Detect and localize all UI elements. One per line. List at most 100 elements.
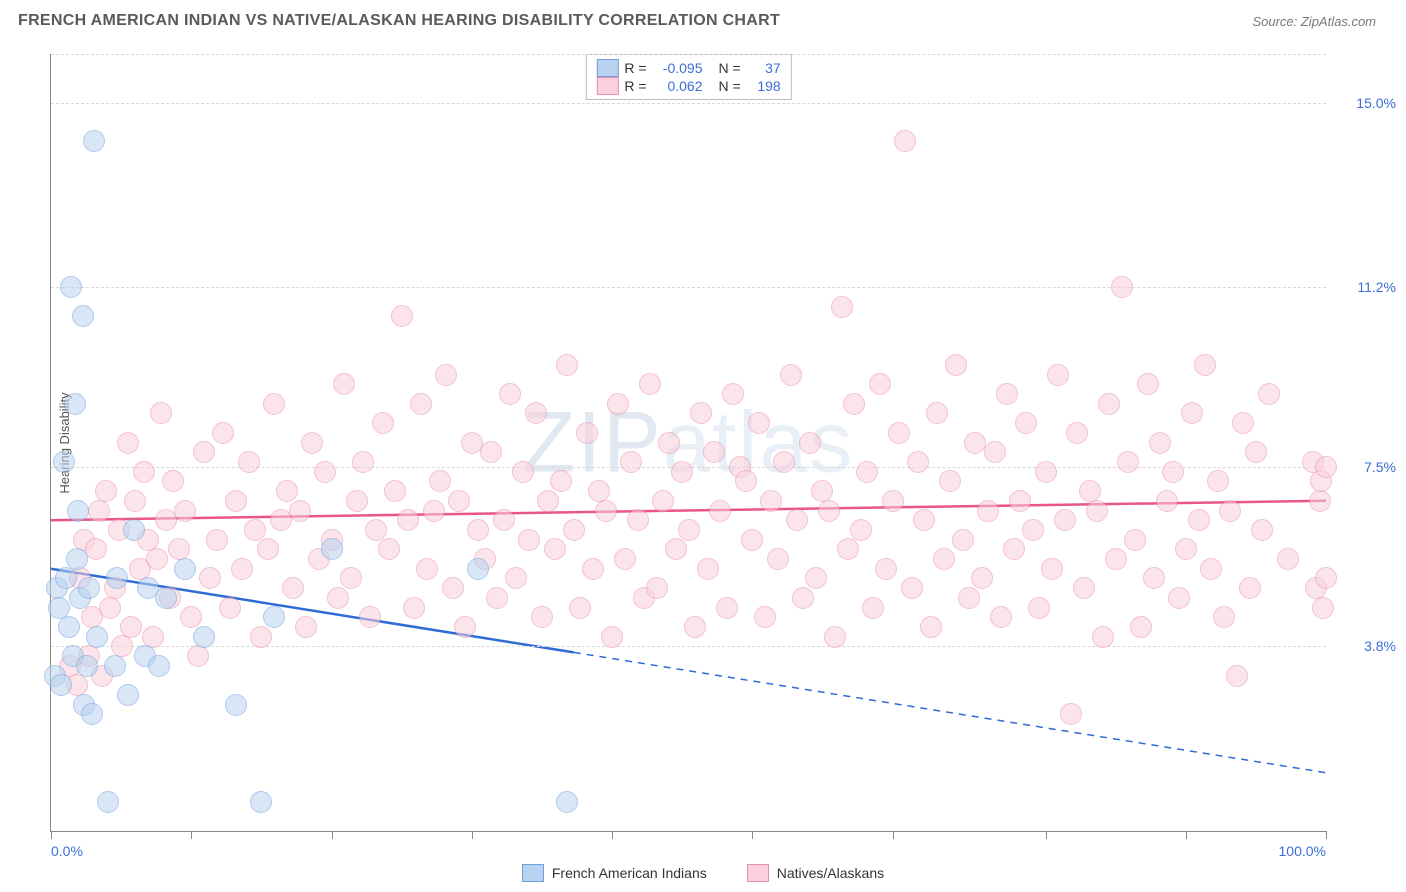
y-tick-label: 7.5% <box>1336 459 1396 475</box>
scatter-point-pink <box>263 393 285 415</box>
scatter-point-pink <box>219 597 241 619</box>
legend-swatch-icon <box>747 864 769 882</box>
scatter-point-pink <box>1003 538 1025 560</box>
scatter-point-pink <box>403 597 425 619</box>
scatter-point-pink <box>620 451 642 473</box>
scatter-point-pink <box>818 500 840 522</box>
chart-title: FRENCH AMERICAN INDIAN VS NATIVE/ALASKAN… <box>18 12 780 30</box>
scatter-point-pink <box>748 412 770 434</box>
scatter-point-pink <box>697 558 719 580</box>
scatter-point-pink <box>505 567 527 589</box>
scatter-point-pink <box>971 567 993 589</box>
x-tick <box>893 831 894 839</box>
scatter-point-pink <box>531 606 553 628</box>
scatter-point-pink <box>1219 500 1241 522</box>
legend-swatch-icon <box>522 864 544 882</box>
stat-r-value: 0.062 <box>655 78 703 94</box>
scatter-point-pink <box>601 626 623 648</box>
scatter-point-pink <box>1162 461 1184 483</box>
scatter-point-blue <box>225 694 247 716</box>
scatter-point-pink <box>556 354 578 376</box>
scatter-point-pink <box>990 606 1012 628</box>
scatter-point-pink <box>595 500 617 522</box>
scatter-point-pink <box>1047 364 1069 386</box>
scatter-point-pink <box>480 441 502 463</box>
scatter-point-pink <box>614 548 636 570</box>
scatter-point-pink <box>658 432 680 454</box>
scatter-point-pink <box>709 500 731 522</box>
scatter-point-pink <box>124 490 146 512</box>
scatter-point-pink <box>1258 383 1280 405</box>
scatter-point-blue <box>67 500 89 522</box>
scatter-point-pink <box>467 519 489 541</box>
scatter-point-pink <box>1073 577 1095 599</box>
scatter-point-pink <box>1200 558 1222 580</box>
scatter-point-pink <box>639 373 661 395</box>
scatter-point-blue <box>155 587 177 609</box>
scatter-point-pink <box>1105 548 1127 570</box>
scatter-point-pink <box>1054 509 1076 531</box>
scatter-point-pink <box>901 577 923 599</box>
scatter-point-pink <box>1175 538 1197 560</box>
scatter-point-blue <box>64 393 86 415</box>
scatter-point-pink <box>117 432 139 454</box>
x-tick-label: 100.0% <box>1279 843 1326 859</box>
x-tick <box>51 831 52 839</box>
scatter-point-pink <box>499 383 521 405</box>
scatter-point-pink <box>569 597 591 619</box>
scatter-point-blue <box>321 538 343 560</box>
scatter-point-blue <box>83 130 105 152</box>
gridline <box>51 54 1326 55</box>
scatter-point-pink <box>448 490 470 512</box>
scatter-point-pink <box>1277 548 1299 570</box>
scatter-point-pink <box>327 587 349 609</box>
scatter-point-pink <box>1245 441 1267 463</box>
x-tick <box>1326 831 1327 839</box>
stat-r-value: -0.095 <box>655 60 703 76</box>
scatter-point-pink <box>289 500 311 522</box>
scatter-point-pink <box>333 373 355 395</box>
scatter-point-pink <box>162 470 184 492</box>
x-tick <box>1186 831 1187 839</box>
scatter-point-blue <box>78 577 100 599</box>
stat-r-label: R = <box>624 60 646 76</box>
scatter-point-pink <box>607 393 629 415</box>
scatter-point-pink <box>1041 558 1063 580</box>
scatter-point-pink <box>442 577 464 599</box>
stat-r-label: R = <box>624 78 646 94</box>
x-tick <box>191 831 192 839</box>
scatter-point-pink <box>952 529 974 551</box>
scatter-point-pink <box>1098 393 1120 415</box>
x-tick <box>612 831 613 839</box>
scatter-point-pink <box>544 538 566 560</box>
scatter-point-blue <box>66 548 88 570</box>
scatter-point-pink <box>671 461 693 483</box>
scatter-point-pink <box>365 519 387 541</box>
scatter-point-pink <box>518 529 540 551</box>
stats-row-pink: R =0.062N =198 <box>596 77 780 95</box>
stats-box: R =-0.095N =37R =0.062N =198 <box>585 54 791 100</box>
scatter-point-pink <box>1022 519 1044 541</box>
scatter-point-pink <box>250 626 272 648</box>
scatter-point-pink <box>805 567 827 589</box>
scatter-point-pink <box>1143 567 1165 589</box>
scatter-point-pink <box>703 441 725 463</box>
scatter-point-pink <box>378 538 400 560</box>
scatter-point-pink <box>1092 626 1114 648</box>
scatter-point-blue <box>104 655 126 677</box>
scatter-point-pink <box>340 567 362 589</box>
scatter-point-pink <box>1168 587 1190 609</box>
scatter-point-pink <box>550 470 572 492</box>
scatter-point-pink <box>537 490 559 512</box>
scatter-point-pink <box>939 470 961 492</box>
scatter-point-pink <box>1315 567 1337 589</box>
scatter-point-pink <box>958 587 980 609</box>
scatter-point-blue <box>467 558 489 580</box>
scatter-point-pink <box>282 577 304 599</box>
x-tick <box>472 831 473 839</box>
scatter-point-pink <box>244 519 266 541</box>
scatter-point-pink <box>1232 412 1254 434</box>
scatter-point-pink <box>913 509 935 531</box>
y-tick-label: 3.8% <box>1336 638 1396 654</box>
scatter-point-pink <box>1137 373 1159 395</box>
